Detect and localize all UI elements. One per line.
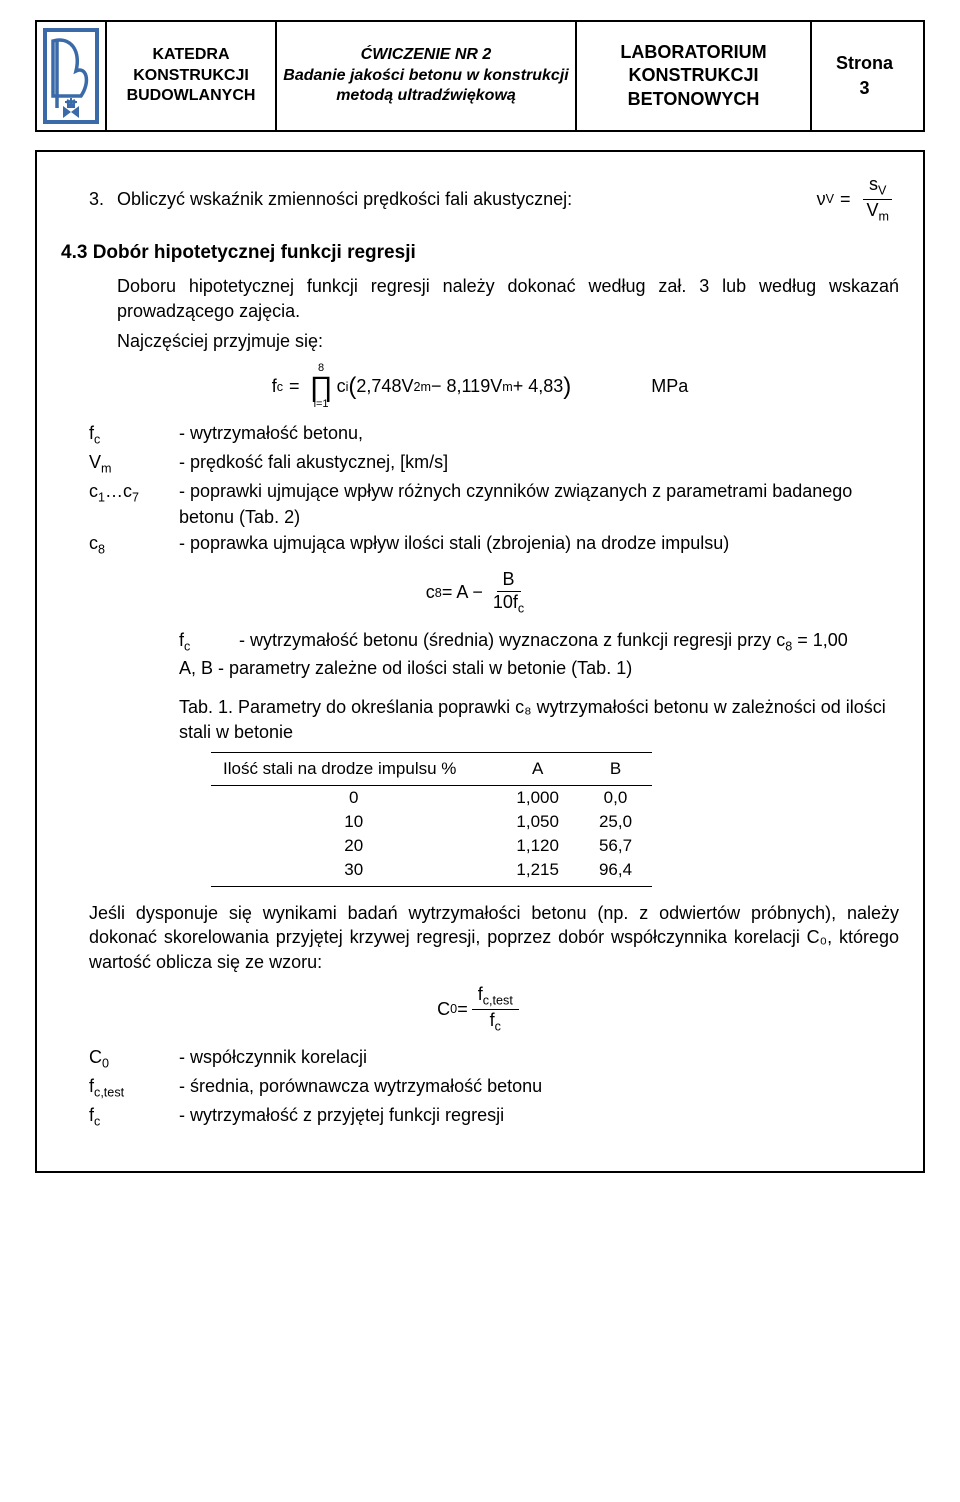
table-header: B (579, 753, 652, 786)
para-intro-1: Doboru hipotetycznej funkcji regresji na… (117, 274, 899, 323)
page-label: Strona (836, 51, 893, 76)
table-header: Ilość stali na drodze impulsu % (211, 753, 496, 786)
table-cell: 0,0 (579, 786, 652, 811)
table-cell: 1,050 (496, 810, 579, 834)
table-1: Ilość stali na drodze impulsu %AB 01,000… (211, 752, 652, 887)
def-term: c1…c7 (89, 478, 179, 530)
def-ab: A, B - parametry zależne od ilości stali… (179, 655, 899, 681)
def-desc: - średnia, porównawcza wytrzymałość beto… (179, 1073, 899, 1102)
laboratory-cell: LABORATORIUM KONSTRUKCJI BETONOWYCH (577, 22, 812, 130)
def-desc: - poprawki ujmujące wpływ różnych czynni… (179, 478, 899, 530)
page-number-cell: Strona 3 (812, 22, 917, 130)
table-cell: 1,000 (496, 786, 579, 811)
def-desc: - wytrzymałość z przyjętej funkcji regre… (179, 1102, 899, 1131)
table-row: 01,0000,0 (211, 786, 652, 811)
def-desc: - poprawka ujmująca wpływ ilości stali (… (179, 530, 899, 559)
formula-c8: c8 = A − B 10fc (61, 569, 899, 616)
fraction: fc,test fc (472, 984, 519, 1034)
content-box: 3. Obliczyć wskaźnik zmienności prędkośc… (35, 150, 925, 1173)
def-desc: - wytrzymałość betonu, (179, 420, 899, 449)
def-term: C0 (89, 1044, 179, 1073)
definition-row: Vm- prędkość fali akustycznej, [km/s] (89, 449, 899, 478)
table-cell: 96,4 (579, 858, 652, 887)
department-text: KATEDRA KONSTRUKCJI BUDOWLANYCH (113, 45, 269, 107)
definition-row: c1…c7- poprawki ujmujące wpływ różnych c… (89, 478, 899, 530)
def-desc: - prędkość fali akustycznej, [km/s] (179, 449, 899, 478)
fraction: sV Vm (860, 174, 895, 224)
table-cell: 20 (211, 834, 496, 858)
table-cell: 56,7 (579, 834, 652, 858)
para-correlation: Jeśli dysponuje się wynikami badań wytrz… (89, 901, 899, 974)
exercise-title: Badanie jakości betonu w konstrukcji met… (283, 66, 569, 108)
def-term: c8 (89, 530, 179, 559)
table-cell: 1,215 (496, 858, 579, 887)
formula-nu-v: νV = sV Vm (817, 174, 899, 224)
table-header: A (496, 753, 579, 786)
def-term: fc,test (89, 1073, 179, 1102)
formula-c0: C0 = fc,test fc (61, 984, 899, 1034)
university-logo-icon (41, 26, 101, 126)
definition-list-1: fc- wytrzymałość betonu,Vm- prędkość fal… (89, 420, 899, 559)
table-cell: 25,0 (579, 810, 652, 834)
table-row: 201,12056,7 (211, 834, 652, 858)
definition-row: C0- współczynnik korelacji (89, 1044, 899, 1073)
table-1-caption: Tab. 1. Parametry do określania poprawki… (179, 695, 899, 744)
document-header: KATEDRA KONSTRUKCJI BUDOWLANYCH ĆWICZENI… (35, 20, 925, 132)
table-cell: 30 (211, 858, 496, 887)
page-number: 3 (859, 76, 869, 101)
def-term: fc (89, 1102, 179, 1131)
def-desc: - wytrzymałość betonu (średnia) wyznaczo… (239, 627, 899, 656)
unit-mpa: MPa (651, 376, 688, 397)
product-symbol: 8 ∏ i=1 (310, 363, 333, 410)
definition-row: fc- wytrzymałość betonu, (89, 420, 899, 449)
para-intro-2: Najczęściej przyjmuje się: (117, 329, 899, 353)
definition-fc: fc - wytrzymałość betonu (średnia) wyzna… (179, 627, 899, 682)
section-4-3-heading: 4.3 Dobór hipotetycznej funkcji regresji (61, 242, 899, 264)
table-cell: 0 (211, 786, 496, 811)
definition-row: c8- poprawka ujmująca wpływ ilości stali… (89, 530, 899, 559)
item-text: Obliczyć wskaźnik zmienności prędkości f… (117, 189, 797, 210)
table-cell: 1,120 (496, 834, 579, 858)
def-term: Vm (89, 449, 179, 478)
definition-list-2: C0- współczynnik korelacjifc,test- średn… (89, 1044, 899, 1131)
main-formula-fc: fc = 8 ∏ i=1 ci (2,748V2m − 8,119Vm + 4,… (61, 363, 899, 410)
laboratory-text: LABORATORIUM KONSTRUKCJI BETONOWYCH (583, 41, 804, 111)
exercise-title-cell: ĆWICZENIE NR 2 Badanie jakości betonu w … (277, 22, 577, 130)
item-number: 3. (89, 189, 117, 210)
department-cell: KATEDRA KONSTRUKCJI BUDOWLANYCH (107, 22, 277, 130)
table-row: 101,05025,0 (211, 810, 652, 834)
definition-row: fc,test- średnia, porównawcza wytrzymało… (89, 1073, 899, 1102)
table-cell: 10 (211, 810, 496, 834)
def-desc: - współczynnik korelacji (179, 1044, 899, 1073)
section-3-item: 3. Obliczyć wskaźnik zmienności prędkośc… (89, 174, 899, 224)
def-term: fc (179, 627, 239, 656)
exercise-number: ĆWICZENIE NR 2 (361, 45, 492, 66)
def-term: fc (89, 420, 179, 449)
logo-cell (37, 22, 107, 130)
fraction: B 10fc (487, 569, 530, 616)
definition-row: fc- wytrzymałość z przyjętej funkcji reg… (89, 1102, 899, 1131)
table-row: 301,21596,4 (211, 858, 652, 887)
